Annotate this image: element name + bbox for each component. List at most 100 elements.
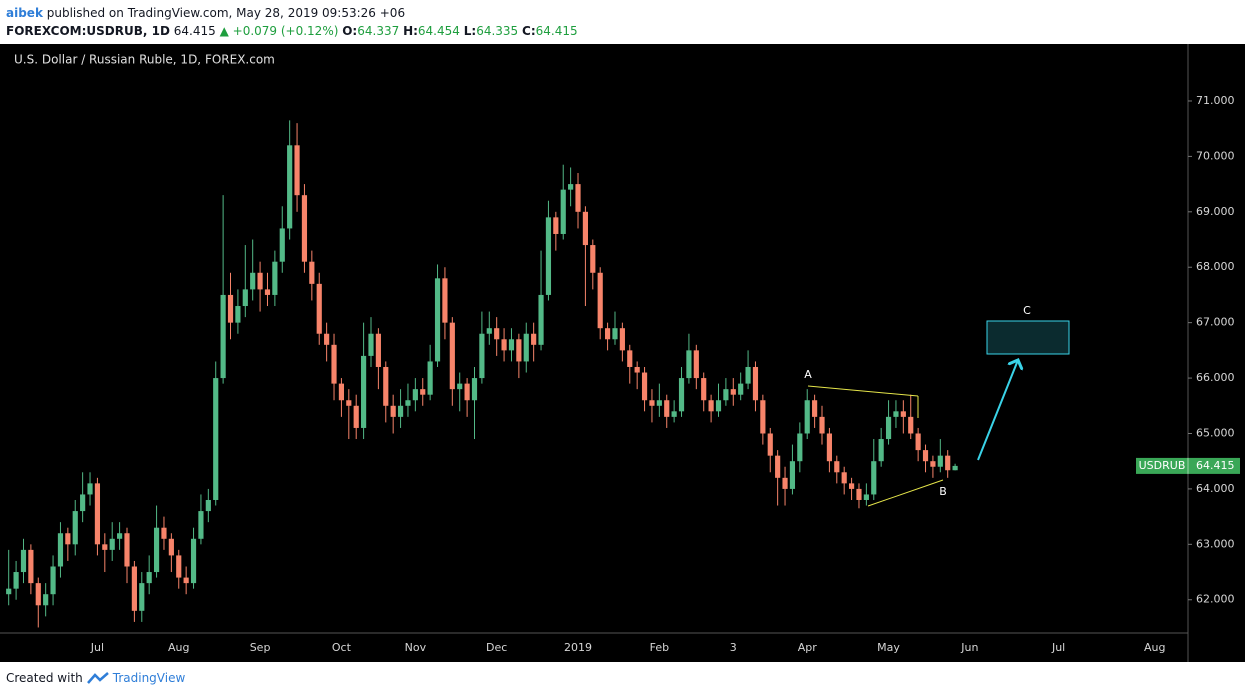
candle-body [183,577,189,584]
y-tick-label: 71.000 [1196,94,1235,107]
candle-body [678,378,685,412]
candle-body [812,400,818,417]
candle-body [28,549,34,584]
candle-body [693,350,699,379]
x-tick-label: Oct [332,641,352,654]
candle-body [819,416,825,434]
candle-body [664,400,670,417]
h-label: H: [403,24,418,38]
candle-body [324,333,330,345]
y-tick-label: 69.000 [1196,205,1235,218]
candle-body [316,283,322,334]
candle-body [279,228,285,262]
candle-body [449,322,455,390]
candle-body [80,494,86,512]
candle-body [597,272,603,329]
candle-body [834,461,840,473]
footer: Created with TradingView [6,671,185,685]
x-tick-label: Feb [650,641,669,654]
y-tick-label: 63.000 [1196,537,1235,550]
c-label: C: [522,24,536,38]
h-value: 64.454 [417,24,460,38]
candle-body [501,339,507,351]
user-link[interactable]: aibek [6,6,43,20]
y-tick-label: 64.000 [1196,482,1235,495]
l-label: L: [463,24,477,38]
candle-body [301,195,308,262]
quote-line: FOREXCOM:USDRUB, 1D 64.415 ▲ +0.079 (+0.… [6,22,578,40]
candle-body [952,465,958,471]
candle-body [568,184,574,190]
candle-body [434,278,441,362]
candle-body [287,145,293,229]
c-value: 64.415 [535,24,578,38]
brand[interactable]: TradingView [112,671,186,685]
x-tick-label: 2019 [564,641,592,654]
candle-body [686,350,692,379]
candle-body [220,294,226,379]
candle-body [922,450,929,462]
candle-body [35,583,41,606]
candle-body [804,400,810,434]
candle-body [375,333,381,367]
candle-body [109,538,115,550]
candle-body [309,261,315,284]
candle-body [331,344,337,384]
candle-body [153,527,160,573]
candle-body [346,400,352,406]
candle-body [383,366,389,406]
y-tick-label: 68.000 [1196,260,1235,273]
candle-body [250,272,256,290]
candle-body [627,350,633,367]
o-label: O: [342,24,358,38]
candle-body [471,378,478,401]
candle-body [649,400,655,406]
candle-body [353,405,359,428]
candle-body [494,328,500,340]
candle-body [856,488,862,500]
target-arrow [977,360,1018,461]
candle-body [775,455,781,478]
y-tick-label: 67.000 [1196,316,1235,329]
x-tick-label: May [877,641,900,654]
candle-body [871,461,877,495]
last-price: 64.415 [173,24,216,38]
candle-body [390,405,396,417]
candle-body [715,400,722,412]
candle-body [94,483,101,545]
price-tag-value: 64.415 [1196,459,1235,472]
x-tick-label: Aug [168,641,189,654]
candle-body [213,378,219,500]
annotation-c: C [1023,304,1031,317]
y-tick-label: 65.000 [1196,426,1235,439]
candle-body [205,499,211,512]
candle-body [908,416,914,434]
candle-body [117,533,123,539]
candle-body [405,400,411,406]
candle-body [590,245,596,273]
candle-body [397,405,404,417]
candle-body [723,389,729,401]
candle-body [738,383,744,395]
annotation-b: B [939,485,947,498]
change: ▲ +0.079 (+0.12%) [219,24,339,38]
candle-body [701,378,707,401]
candle-body [168,538,174,556]
header: aibek published on TradingView.com, May … [6,4,578,40]
candle-body [745,366,751,384]
candle-body [575,184,581,212]
created-with: Created with [6,671,83,685]
candle-body [257,272,263,290]
x-tick-label: Jul [90,641,104,654]
candle-body [124,533,130,567]
candle-body [190,538,197,584]
candle-body [582,211,588,246]
candle-body [457,383,463,390]
candle-body [508,339,515,351]
target-box [986,320,1070,355]
candle-body [146,572,152,584]
tv-logo [86,672,109,684]
